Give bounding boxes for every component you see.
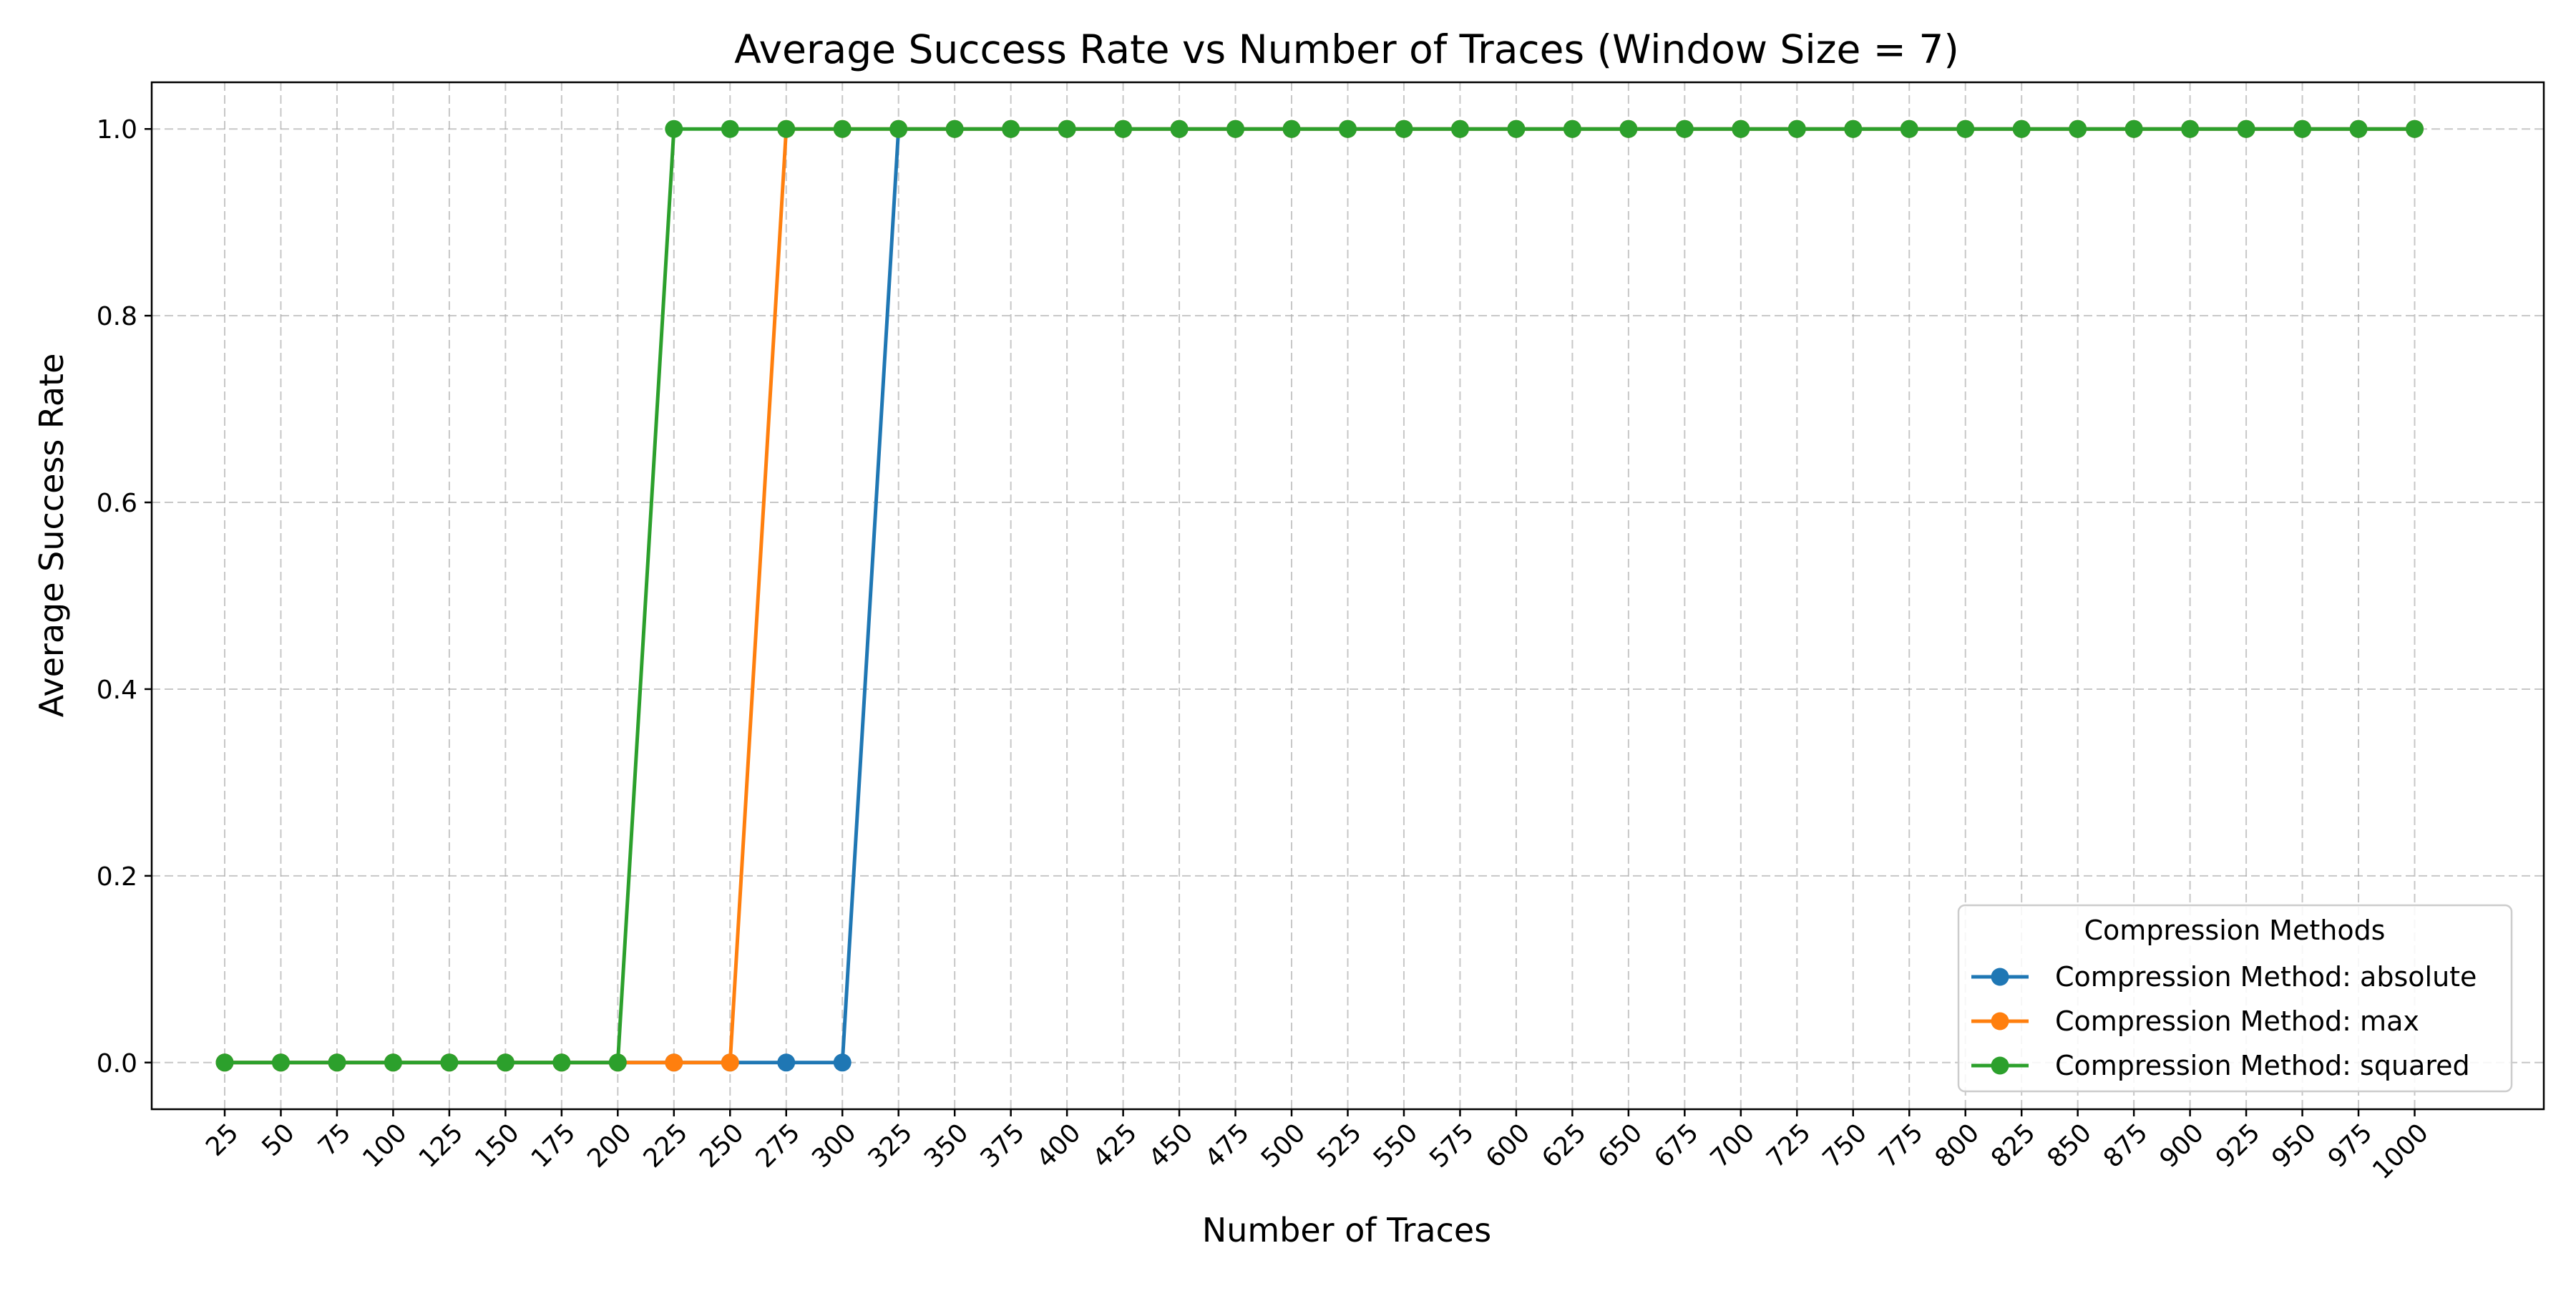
y-axis-label: Average Success Rate	[32, 354, 71, 718]
data-point	[1507, 120, 1526, 138]
legend-item: Compression Method: squared	[1971, 1050, 2470, 1081]
data-point	[1619, 120, 1638, 138]
series-2	[215, 120, 2424, 1072]
data-point	[721, 1053, 739, 1072]
y-tick-label: 0.6	[97, 489, 137, 518]
data-point	[1226, 120, 1245, 138]
data-point	[777, 120, 796, 138]
legend-label: Compression Method: squared	[2055, 1050, 2470, 1081]
data-point	[1900, 120, 1918, 138]
data-point	[2349, 120, 2368, 138]
data-point	[1732, 120, 1750, 138]
legend-item: Compression Method: absolute	[1971, 961, 2477, 993]
y-tick-label: 0.2	[97, 862, 137, 892]
data-point	[1675, 120, 1694, 138]
data-point	[889, 120, 908, 138]
data-point	[665, 1053, 683, 1072]
data-point	[440, 1053, 459, 1072]
legend-label: Compression Method: max	[2055, 1005, 2419, 1037]
data-point	[2406, 120, 2424, 138]
data-point	[1058, 120, 1076, 138]
data-point	[721, 120, 739, 138]
data-point	[552, 1053, 571, 1072]
y-tick-label: 1.0	[97, 115, 137, 145]
data-point	[1956, 120, 1975, 138]
y-tick-label: 0.4	[97, 676, 137, 705]
data-point	[608, 1053, 627, 1072]
data-point	[215, 1053, 234, 1072]
data-point	[945, 120, 964, 138]
data-point	[1563, 120, 1581, 138]
x-axis-label: Number of Traces	[1202, 1211, 1491, 1249]
data-point	[1395, 120, 1413, 138]
legend-marker	[1991, 1056, 2009, 1075]
data-point	[2069, 120, 2087, 138]
data-point	[1282, 120, 1301, 138]
legend-marker	[1991, 1012, 2009, 1031]
data-point	[1787, 120, 1806, 138]
series-layer	[215, 120, 2424, 1072]
data-point	[1170, 120, 1189, 138]
data-point	[2181, 120, 2200, 138]
data-point	[665, 120, 683, 138]
chart-title: Average Success Rate vs Number of Traces…	[734, 26, 1959, 72]
legend-label: Compression Method: absolute	[2055, 961, 2477, 993]
legend-marker	[1991, 968, 2009, 986]
data-point	[1339, 120, 1357, 138]
data-point	[2293, 120, 2312, 138]
data-point	[1002, 120, 1020, 138]
legend-items: Compression Method: absolute Compression …	[1971, 961, 2477, 1081]
legend-item: Compression Method: max	[1971, 1005, 2419, 1037]
data-point	[2124, 120, 2143, 138]
data-point	[2237, 120, 2255, 138]
data-point	[777, 1053, 796, 1072]
legend-box	[1957, 904, 2513, 1093]
data-point	[1844, 120, 1863, 138]
data-point	[496, 1053, 514, 1072]
y-tick-label: 0.8	[97, 302, 137, 331]
data-point	[1450, 120, 1469, 138]
legend-title: Compression Methods	[2084, 915, 2386, 946]
data-point	[328, 1053, 346, 1072]
data-point	[833, 120, 852, 138]
y-tick-label: 0.0	[97, 1049, 137, 1078]
series-line	[223, 127, 2417, 1065]
data-point	[271, 1053, 290, 1072]
data-point	[2012, 120, 2031, 138]
data-point	[833, 1053, 852, 1072]
legend: Compression Methods Compression Method: …	[1957, 904, 2513, 1093]
data-point	[384, 1053, 402, 1072]
data-point	[1114, 120, 1133, 138]
